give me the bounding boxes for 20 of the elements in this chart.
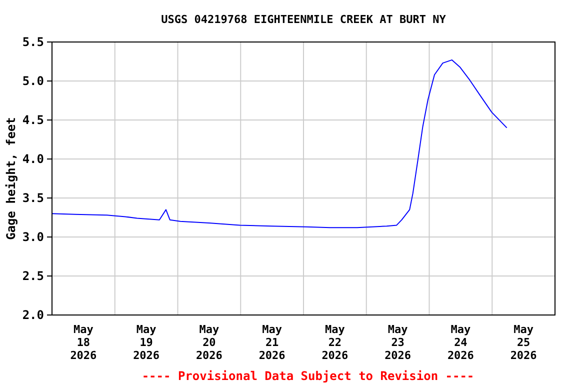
y-axis-title: Gage height, feet: [4, 117, 18, 240]
x-tick-label: May 21 2026: [258, 323, 286, 362]
y-tick-label: 2.5: [22, 269, 44, 284]
text: ---- Provisional Data Subject to Revision ----: [142, 369, 474, 383]
y-tick-label: 3.0: [22, 230, 44, 244]
x-tick-label: May 22 2026: [322, 323, 349, 362]
y-tick-label: 5.5: [22, 35, 44, 50]
x-tick-label: May 24 2026: [447, 323, 474, 362]
x-tick-label: May 19 2026: [133, 323, 160, 362]
y-tick-label: 5.0: [22, 74, 44, 88]
y-tick-label: 4.5: [22, 113, 44, 128]
x-tick-label: May 23 2026: [384, 323, 412, 362]
y-tick-label: 2.0: [22, 308, 44, 322]
y-tick-label: 4.0: [22, 152, 44, 166]
y-tick-label: 3.5: [22, 191, 44, 206]
x-tick-label: May 20 2026: [196, 323, 223, 362]
x-tick-label: May 18 2026: [70, 323, 98, 362]
chart-title: USGS 04219768 EIGHTEENMILE CREEK AT BURT NY: [161, 13, 446, 26]
line-series: [52, 59, 508, 228]
x-tick-label: May 25 2026: [510, 323, 538, 362]
